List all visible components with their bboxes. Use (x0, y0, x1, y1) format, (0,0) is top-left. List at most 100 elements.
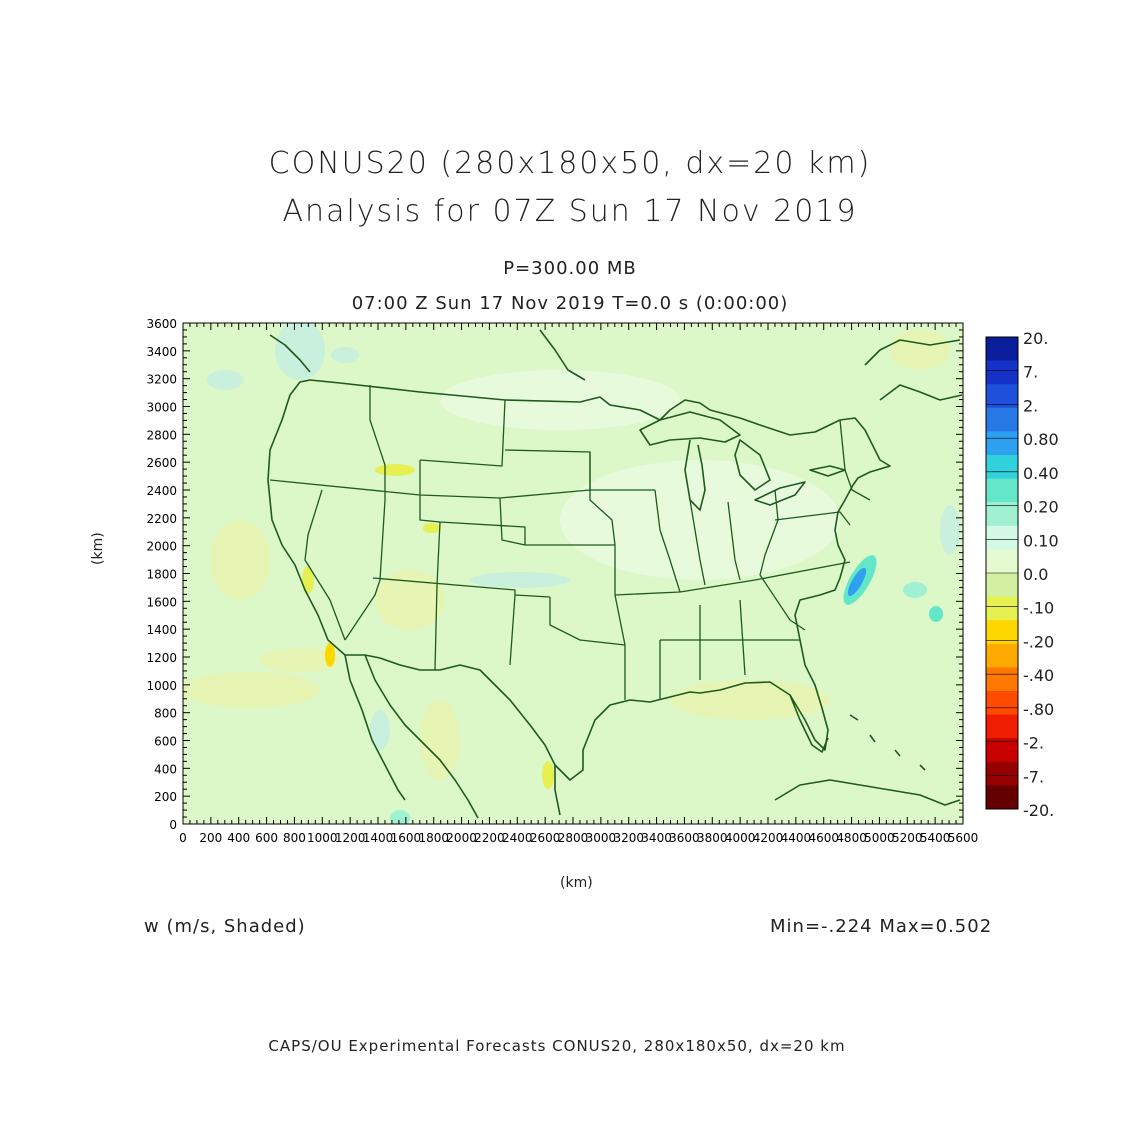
colorbar-label: -7. (1023, 767, 1044, 786)
pressure-level: P=300.00 MB (503, 258, 637, 279)
field-patch (370, 710, 390, 750)
field-patch (440, 370, 680, 430)
x-tick-label: 4600 (808, 831, 839, 845)
title-line-1: CONUS20 (280x180x50, dx=20 km) (268, 146, 872, 181)
y-tick-label: 800 (154, 707, 177, 721)
colorbar-swatch (986, 360, 1018, 385)
colorbar-swatch (986, 643, 1018, 668)
colorbar-label: -.80 (1023, 700, 1054, 719)
x-tick-label: 3600 (669, 831, 700, 845)
variable-label: w (m/s, Shaded) (144, 916, 306, 937)
colorbar-label: 0.80 (1023, 430, 1059, 449)
colorbar-swatch (986, 337, 1018, 362)
valid-time: 07:00 Z Sun 17 Nov 2019 T=0.0 s (0:00:00… (351, 293, 789, 314)
x-tick-label: 5400 (920, 831, 951, 845)
colorbar-label: -.40 (1023, 666, 1054, 685)
x-tick-label: 5200 (892, 831, 923, 845)
bahamas (849, 714, 926, 771)
lake-superior (639, 411, 741, 446)
colorbar-label: -20. (1023, 801, 1054, 820)
x-tick-label: 2000 (446, 831, 477, 845)
us-outline (267, 379, 891, 781)
colorbar-swatch (986, 761, 1018, 786)
colorbar-label: -.20 (1023, 632, 1054, 651)
y-tick-label: 2000 (146, 540, 177, 554)
field-patch (423, 523, 441, 533)
x-tick-label: 1800 (418, 831, 449, 845)
colorbar-swatch (986, 596, 1018, 621)
y-tick-label: 1200 (146, 651, 177, 665)
colorbar-swatch (986, 738, 1018, 763)
x-tick-label: 1400 (363, 831, 394, 845)
axis-ticks: 0200400600800100012001400160018002000220… (146, 317, 978, 845)
colorbar-label: 0.0 (1023, 565, 1048, 584)
field-patch (903, 582, 927, 598)
y-tick-label: 1800 (146, 568, 177, 582)
field-patch (670, 680, 830, 720)
x-tick-label: 400 (227, 831, 250, 845)
y-tick-label: 0 (169, 818, 177, 832)
colorbar-label: 2. (1023, 396, 1038, 415)
x-tick-label: 200 (199, 831, 222, 845)
field-patch (375, 570, 445, 630)
y-tick-label: 2800 (146, 428, 177, 442)
field-patch (260, 648, 340, 672)
lake-erie (754, 481, 806, 506)
x-tick-label: 1200 (335, 831, 366, 845)
colorbar-label: 20. (1023, 329, 1048, 348)
colorbar-swatch (986, 525, 1018, 550)
y-tick-label: 200 (154, 790, 177, 804)
state-borders (269, 385, 871, 700)
field-patch (542, 761, 554, 789)
y-tick-label: 2200 (146, 512, 177, 526)
colorbar-swatch (986, 431, 1018, 456)
y-tick-label: 400 (154, 762, 177, 776)
y-tick-label: 2600 (146, 456, 177, 470)
y-tick-label: 1600 (146, 595, 177, 609)
colorbar-swatch (986, 478, 1018, 503)
y-tick-label: 1000 (146, 679, 177, 693)
mexico-coast (344, 654, 561, 819)
colorbar-swatch (986, 549, 1018, 574)
florida (789, 694, 829, 753)
colorbar-swatch (986, 667, 1018, 692)
field-patch (420, 700, 460, 780)
x-tick-label: 1000 (307, 831, 338, 845)
colorbar-swatch (986, 407, 1018, 432)
colorbar: 20. 7. 2. 0.80 0.40 0.20 0.10 0.0 -.10 -.20 -.40 -.… (985, 329, 1059, 820)
y-tick-label: 3200 (146, 373, 177, 387)
field-patch (929, 606, 943, 622)
colorbar-label: -.10 (1023, 599, 1054, 618)
y-tick-label: 600 (154, 735, 177, 749)
x-tick-label: 2400 (502, 831, 533, 845)
x-tick-label: 600 (255, 831, 278, 845)
colorbar-swatch (986, 691, 1018, 716)
x-tick-label: 4800 (836, 831, 867, 845)
map-boundaries (267, 329, 963, 819)
canada-coast (269, 329, 963, 401)
x-tick-label: 3200 (613, 831, 644, 845)
colorbar-label: -2. (1023, 734, 1044, 753)
x-tick-label: 2200 (474, 831, 505, 845)
y-tick-label: 3400 (146, 345, 177, 359)
colorbar-swatch (986, 714, 1018, 739)
x-tick-label: 4000 (725, 831, 756, 845)
field-patch (207, 370, 243, 390)
colorbar-swatch (986, 573, 1018, 598)
field-patch (183, 672, 320, 708)
field-patch (325, 643, 335, 667)
field-patch (375, 464, 415, 476)
field-patches (183, 323, 960, 824)
lake-huron (734, 439, 771, 491)
y-tick-label: 1400 (146, 623, 177, 637)
x-tick-label: 4400 (781, 831, 812, 845)
colorbar-swatch (986, 455, 1018, 480)
y-axis-label: (km) (90, 532, 106, 565)
y-tick-label: 2400 (146, 484, 177, 498)
colorbar-label: 0.20 (1023, 498, 1059, 517)
field-patch (331, 347, 359, 363)
field-patch (890, 330, 950, 370)
x-tick-label: 4200 (753, 831, 784, 845)
x-tick-label: 1600 (391, 831, 422, 845)
